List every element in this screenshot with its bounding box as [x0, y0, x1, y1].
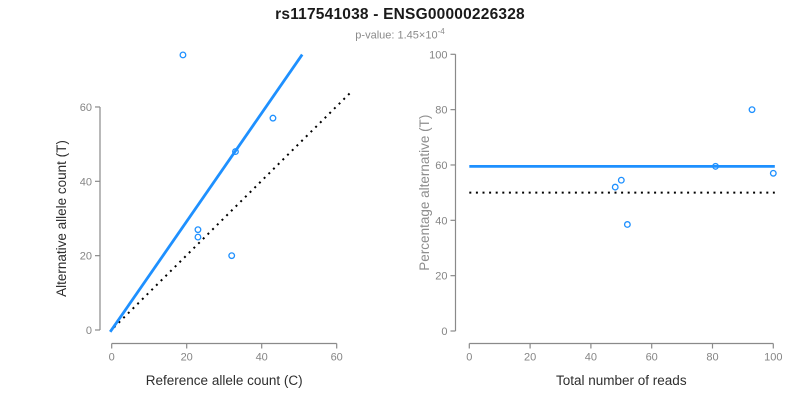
y-axis-tick-label: 0: [441, 326, 447, 338]
x-axis-title: Total number of reads: [556, 373, 687, 388]
x-axis-tick-label: 80: [706, 352, 718, 364]
data-point: [623, 221, 631, 228]
x-axis-tick-label: 60: [331, 352, 343, 364]
data-point: [769, 169, 777, 177]
x-axis-tick-label: 20: [524, 352, 536, 364]
data-point: [231, 148, 239, 156]
data-point: [194, 233, 202, 241]
data-point: [748, 106, 756, 114]
x-axis-tick-label: 60: [646, 352, 658, 364]
y-axis-tick-label: 80: [435, 105, 447, 117]
y-axis-tick-label: 40: [435, 215, 447, 227]
identity-line: [113, 90, 353, 329]
x-axis-tick-label: 20: [181, 352, 193, 364]
data-point: [228, 252, 236, 260]
fit-line: [109, 53, 304, 333]
y-axis-tick-label: 40: [80, 176, 92, 188]
data-point: [269, 114, 277, 122]
x-axis-tick-label: 100: [764, 352, 782, 364]
x-axis-tick-label: 0: [109, 352, 115, 364]
x-axis-tick-label: 0: [466, 352, 472, 364]
y-axis-title: Alternative allele count (T): [54, 140, 69, 297]
y-axis-tick-label: 20: [435, 271, 447, 283]
y-axis-tick-label: 100: [429, 49, 447, 61]
data-point: [617, 176, 625, 184]
y-axis-title: Percentage alternative (T): [417, 115, 432, 271]
data-point: [179, 51, 187, 59]
y-axis-tick-label: 20: [80, 251, 92, 263]
x-axis-tick-label: 40: [256, 352, 268, 364]
y-axis-tick-label: 60: [435, 160, 447, 172]
data-point: [712, 162, 719, 170]
x-axis-title: Reference allele count (C): [146, 373, 303, 388]
x-axis-tick-label: 40: [585, 352, 597, 364]
data-point: [194, 226, 202, 234]
y-axis-tick-label: 0: [86, 325, 92, 337]
y-axis-tick-label: 60: [80, 102, 92, 114]
data-point: [611, 183, 619, 191]
